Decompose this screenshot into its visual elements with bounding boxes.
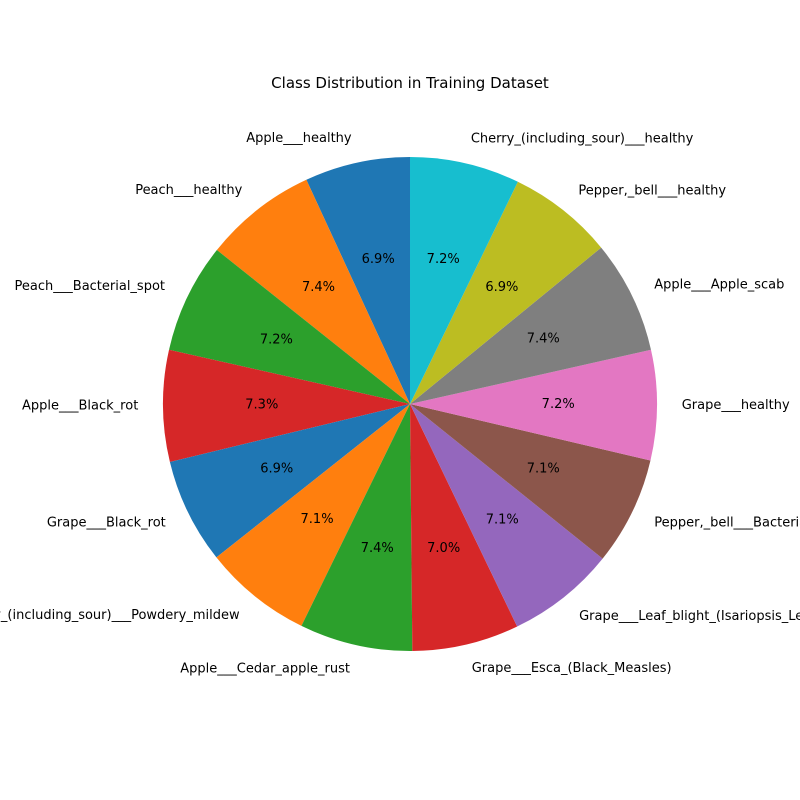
pie-slices xyxy=(162,157,658,652)
pie-slice-pepper-bell-healthy xyxy=(410,181,602,404)
slice-label: Grape___Leaf_blight_(Isariopsis_Leaf_Spo… xyxy=(579,609,800,624)
slice-label: Grape___healthy xyxy=(682,398,790,413)
percent-labels: 6.9% 7.4% 7.2% 7.3% 6.9% 7.1% 7.4% 7.0% 7.1% 7.1%… xyxy=(245,252,574,556)
slice-label: Apple___Cedar_apple_rust xyxy=(180,661,350,676)
percent-label: 7.1% xyxy=(527,461,560,476)
pie-slice-peach-bacterial-spot xyxy=(169,250,410,404)
percent-label: 6.9% xyxy=(260,461,293,476)
slice-label: Grape___Esca_(Black_Measles) xyxy=(472,661,672,676)
pie-slice-apple-cedar-apple-rust xyxy=(301,404,413,652)
pie-slice-cherry-including-sour-healthy xyxy=(410,157,518,404)
slice-label: Grape___Black_rot xyxy=(47,516,166,531)
percent-label: 7.2% xyxy=(427,252,460,267)
percent-label: 6.9% xyxy=(485,280,518,295)
pie-slice-peach-healthy xyxy=(216,179,410,404)
percent-label: 7.1% xyxy=(486,513,519,528)
percent-label: 7.2% xyxy=(542,397,575,412)
percent-label: 7.2% xyxy=(260,332,293,347)
slice-label: Apple___healthy xyxy=(246,131,352,146)
pie-slice-apple-black-rot xyxy=(162,349,410,462)
slice-label: Cherry_(including_sour)___healthy xyxy=(471,132,694,147)
slice-labels: Apple___healthy Peach___healthy Peach___Ba… xyxy=(0,131,800,676)
pie-slice-apple-apple-scab xyxy=(410,247,651,404)
pie-slice-grape-black-rot xyxy=(169,404,410,558)
percent-label: 7.4% xyxy=(527,332,560,347)
percent-label: 6.9% xyxy=(362,252,395,267)
pie-slice-cherry-including-sour-powdery-mildew xyxy=(216,404,410,626)
percent-label: 7.3% xyxy=(245,398,278,413)
pie-slice-grape-leaf-blight-isariopsis-leaf-spot xyxy=(410,404,603,627)
percent-label: 7.4% xyxy=(302,280,335,295)
percent-label: 7.1% xyxy=(301,512,334,527)
pie-slice-apple-healthy xyxy=(306,157,410,404)
slice-label: Cherry_(including_sour)___Powdery_mildew xyxy=(0,608,240,623)
percent-label: 7.0% xyxy=(427,541,460,556)
slice-label: Pepper,_bell___healthy xyxy=(578,183,726,198)
pie-slice-pepper-bell-bacterial-spot xyxy=(410,404,651,559)
slice-label: Pepper,_bell___Bacterial_spot xyxy=(654,516,800,531)
percent-label: 7.4% xyxy=(361,541,394,556)
pie-slice-grape-healthy xyxy=(410,349,658,461)
slice-label: Apple___Black_rot xyxy=(22,399,138,414)
slice-label: Peach___Bacterial_spot xyxy=(15,279,165,294)
pie-slice-grape-esca-black-measles xyxy=(410,404,518,651)
slice-label: Apple___Apple_scab xyxy=(654,277,784,292)
chart-title: Class Distribution in Training Dataset xyxy=(271,74,549,92)
slice-label: Peach___healthy xyxy=(135,183,242,198)
